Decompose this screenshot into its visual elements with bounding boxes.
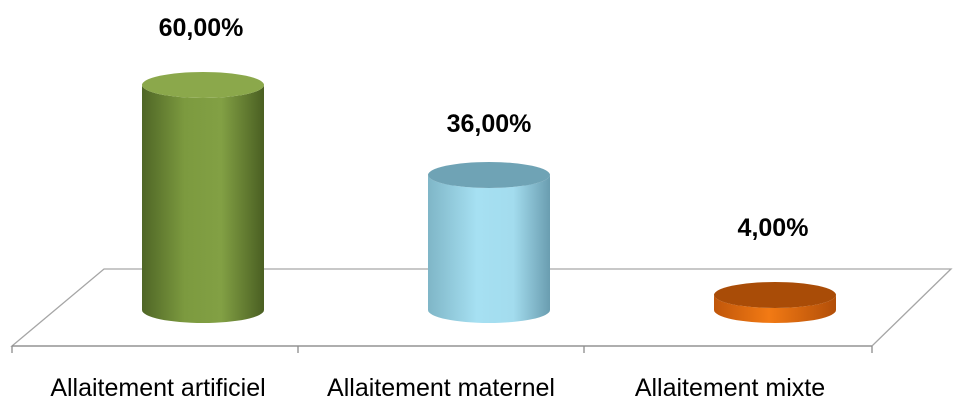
bar-body	[714, 295, 836, 323]
bar-body	[142, 85, 264, 323]
data-label: 36,00%	[447, 110, 532, 138]
bar-body	[428, 175, 550, 323]
bar-top	[142, 72, 264, 98]
bar-top	[714, 282, 836, 308]
category-label: Allaitement maternel	[327, 374, 555, 402]
bar-series	[142, 72, 836, 323]
bar-top	[428, 162, 550, 188]
category-label: Allaitement artificiel	[50, 374, 265, 402]
category-label: Allaitement mixte	[635, 374, 825, 402]
data-label: 60,00%	[159, 14, 244, 42]
data-label: 4,00%	[738, 214, 809, 242]
